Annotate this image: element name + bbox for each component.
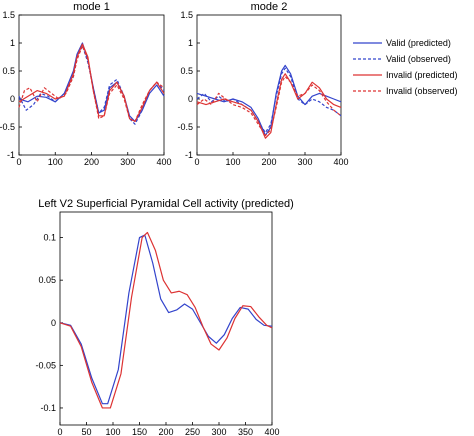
series-line-invalid-observed	[18, 45, 165, 123]
chart-mode-1: mode 1 0 100 200 300 400 1.5 1 0.5 0 -0.5 -1	[0, 1, 172, 167]
x-tick-label: 400	[264, 427, 279, 436]
y-tick-label: 0	[51, 318, 56, 328]
series-line-valid-observed	[196, 67, 342, 134]
y-tick-label: -0.1	[40, 403, 56, 413]
chart-title: Left V2 Superficial Pyramidal Cell activ…	[38, 198, 294, 210]
series-line-invalid	[59, 231, 273, 409]
x-tick-label: 400	[156, 157, 171, 167]
x-tick-label: 50	[81, 427, 91, 436]
legend: Valid (predicted) Valid (observed) Invalid…	[353, 38, 458, 96]
y-tick-label: 0.05	[38, 275, 56, 285]
series-line-invalid-predicted	[196, 73, 342, 139]
y-tick-label: 1	[188, 38, 193, 48]
x-tick-label: 100	[48, 157, 63, 167]
x-tick-label: 200	[158, 427, 173, 436]
y-tick-label: 1.5	[2, 10, 15, 20]
y-tick-label: 0	[188, 94, 193, 104]
chart-left-v2-activity: Left V2 Superficial Pyramidal Cell activ…	[35, 198, 293, 436]
x-tick-label: 0	[194, 157, 199, 167]
legend-label: Valid (predicted)	[386, 38, 451, 48]
y-tick-label: -0.05	[35, 360, 56, 370]
y-tick-label: -1	[185, 150, 193, 160]
x-tick-label: 300	[211, 427, 226, 436]
series-line-valid-predicted	[196, 64, 342, 136]
y-tick-label: 0.5	[180, 66, 193, 76]
x-tick-label: 0	[16, 157, 21, 167]
legend-label: Valid (observed)	[386, 54, 451, 64]
y-tick-label: 1	[10, 38, 15, 48]
chart-mode-2: mode 2 0 100 200 300 400 1.5 1 0.5 0 -0.5 -1	[177, 1, 348, 167]
axes-frame	[18, 14, 165, 156]
series-line-valid	[59, 234, 273, 405]
x-tick-label: 300	[297, 157, 312, 167]
chart-title: mode 2	[251, 1, 288, 13]
x-tick-label: 350	[238, 427, 253, 436]
x-tick-label: 100	[105, 427, 120, 436]
x-tick-label: 300	[120, 157, 135, 167]
x-tick-label: 250	[185, 427, 200, 436]
x-tick-label: 200	[84, 157, 99, 167]
x-tick-label: 200	[261, 157, 276, 167]
chart-title: mode 1	[73, 1, 110, 13]
x-tick-label: 150	[132, 427, 147, 436]
x-tick-label: 100	[225, 157, 240, 167]
y-tick-label: 0	[10, 94, 15, 104]
y-tick-label: -1	[7, 150, 15, 160]
legend-label: Invalid (observed)	[386, 86, 458, 96]
y-tick-label: 1.5	[180, 10, 193, 20]
x-tick-label: 0	[57, 427, 62, 436]
y-tick-label: 0.1	[43, 233, 56, 243]
x-tick-label: 400	[333, 157, 348, 167]
y-tick-label: -0.5	[177, 122, 193, 132]
legend-label: Invalid (predicted)	[386, 70, 458, 80]
series-line-valid-observed	[18, 45, 165, 125]
series-line-invalid-observed	[196, 75, 342, 136]
axes-frame	[59, 211, 273, 426]
y-tick-label: 0.5	[2, 66, 15, 76]
y-tick-label: -0.5	[0, 122, 15, 132]
